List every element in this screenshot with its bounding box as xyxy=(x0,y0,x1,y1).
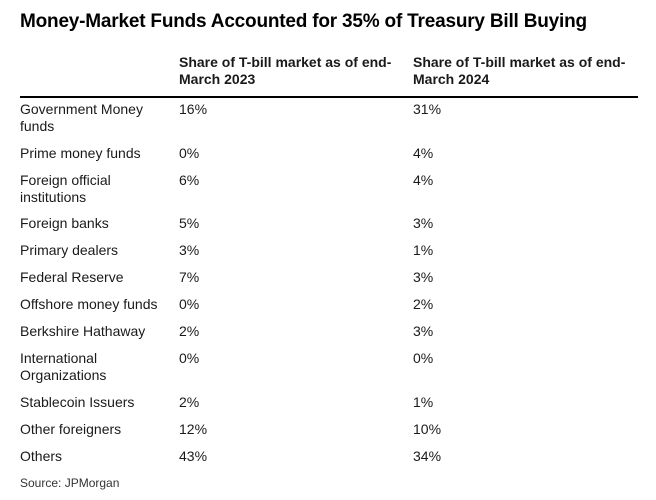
value-2023: 6% xyxy=(179,171,200,188)
row-label-line: Foreign banks xyxy=(20,215,109,231)
value-2023: 3% xyxy=(179,242,200,258)
row-label-line: Stablecoin Issuers xyxy=(20,393,135,410)
value-2023: 12% xyxy=(179,420,208,437)
row-label: Offshore money funds xyxy=(20,296,170,313)
value-2023: 16% xyxy=(179,101,208,117)
value-2024: 10% xyxy=(413,420,442,437)
row-label-line: Primary dealers xyxy=(20,242,119,258)
column-header-2024: Share of T-bill market as of end- March … xyxy=(413,54,638,88)
column-header-2024-line-2: March 2024 xyxy=(413,71,490,87)
table-row: Prime money funds 0% 4% xyxy=(20,145,638,172)
row-label-line: Other foreigners xyxy=(20,420,122,437)
value-2023: 0% xyxy=(179,144,200,161)
table-row: Primary dealers 3% 1% xyxy=(20,242,638,269)
value-2023: 7% xyxy=(179,269,200,285)
row-label: Foreign banks xyxy=(20,215,170,232)
row-label: Federal Reserve xyxy=(20,269,170,286)
value-2024: 1% xyxy=(413,393,434,410)
row-label: Primary dealers xyxy=(20,242,170,259)
row-label: Berkshire Hathaway xyxy=(20,323,170,340)
row-label-line: Others xyxy=(20,447,63,464)
row-label-line: Federal Reserve xyxy=(20,269,124,285)
row-label: Others xyxy=(20,448,170,465)
row-label-line: Prime money funds xyxy=(20,144,141,161)
value-2024: 0% xyxy=(413,350,434,366)
table-row: Foreign banks 5% 3% xyxy=(20,215,638,242)
value-2024: 34% xyxy=(413,447,442,464)
value-2023: 2% xyxy=(179,393,200,410)
value-2024: 31% xyxy=(413,101,442,117)
source-note: Source: JPMorgan xyxy=(20,476,120,490)
row-label-line: funds xyxy=(20,118,55,134)
table-row: Stablecoin Issuers 2% 1% xyxy=(20,394,638,421)
value-2024: 4% xyxy=(413,144,434,161)
value-2023: 0% xyxy=(179,350,200,366)
row-label-line: institutions xyxy=(20,188,87,205)
row-label-line: Organizations xyxy=(20,367,107,383)
value-2023: 2% xyxy=(179,323,200,339)
value-2024: 4% xyxy=(413,171,434,188)
value-2024: 3% xyxy=(413,323,434,339)
table-row: Others 43% 34% xyxy=(20,448,638,475)
table-row: Other foreigners 12% 10% xyxy=(20,421,638,448)
value-2024: 1% xyxy=(413,242,434,258)
column-header-2024-line-1: Share of T-bill market as of end- xyxy=(413,54,626,70)
row-label: International Organizations xyxy=(20,350,170,384)
row-label-line: Offshore money funds xyxy=(20,296,158,312)
column-header-2023-line-2: March 2023 xyxy=(179,71,256,87)
row-label-line: Berkshire Hathaway xyxy=(20,323,146,339)
column-header-2023-line-1: Share of T-bill market as of end- xyxy=(179,54,392,70)
table-row: Offshore money funds 0% 2% xyxy=(20,296,638,323)
value-2024: 3% xyxy=(413,215,434,231)
table-row: Government Money funds 16% 31% xyxy=(20,101,638,145)
table-row: Berkshire Hathaway 2% 3% xyxy=(20,323,638,350)
value-2023: 43% xyxy=(179,447,208,464)
row-label-line: Foreign official xyxy=(20,171,111,188)
chart-title: Money-Market Funds Accounted for 35% of … xyxy=(20,11,587,32)
value-2024: 2% xyxy=(413,296,434,312)
table-row: International Organizations 0% 0% xyxy=(20,350,638,394)
row-label: Stablecoin Issuers xyxy=(20,394,170,411)
row-label: Foreign official institutions xyxy=(20,172,170,206)
value-2023: 5% xyxy=(179,215,200,231)
row-label: Prime money funds xyxy=(20,145,170,162)
row-label: Other foreigners xyxy=(20,421,170,438)
header-divider xyxy=(20,96,638,98)
value-2023: 0% xyxy=(179,296,200,312)
table-body: Government Money funds 16% 31% Prime money f… xyxy=(20,101,638,475)
table-row: Federal Reserve 7% 3% xyxy=(20,269,638,296)
row-label: Government Money funds xyxy=(20,101,170,135)
table-row: Foreign official institutions 6% 4% xyxy=(20,172,638,216)
row-label-line: International xyxy=(20,350,98,366)
row-label-line: Government Money xyxy=(20,101,143,117)
column-header-2023: Share of T-bill market as of end- March … xyxy=(179,54,409,88)
value-2024: 3% xyxy=(413,269,434,285)
